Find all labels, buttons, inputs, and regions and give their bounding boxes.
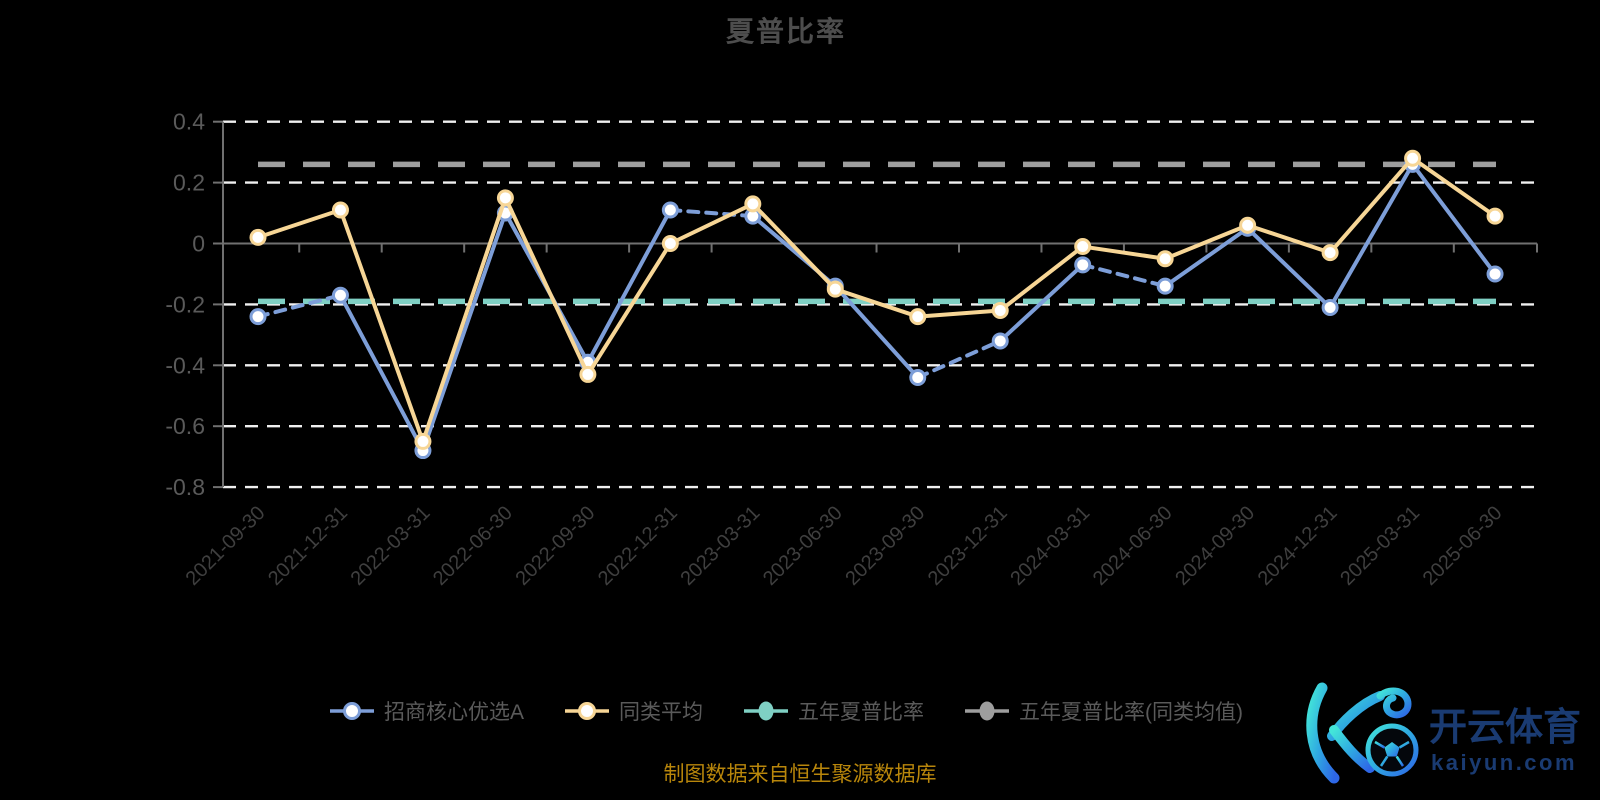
legend-label: 五年夏普比率 xyxy=(798,701,924,724)
legend-item-2[interactable]: 五年夏普比率 xyxy=(743,696,924,726)
x-axis-label: 2022-12-31 xyxy=(594,502,682,590)
data-point-marker xyxy=(1156,277,1174,295)
series-line-segment xyxy=(998,262,1085,343)
series-line-segment xyxy=(338,208,425,444)
data-point-marker xyxy=(1321,298,1339,316)
chart-title: 夏普比率 xyxy=(725,16,846,47)
data-point-marker xyxy=(991,301,1009,319)
legend-item-0[interactable]: 招商核心优选A xyxy=(329,696,524,726)
x-axis-label: 2024-12-31 xyxy=(1254,502,1342,590)
legend-label: 五年夏普比率(同类均值) xyxy=(1019,701,1243,724)
x-axis-label: 2024-06-30 xyxy=(1089,502,1177,590)
data-point-marker xyxy=(1074,238,1092,256)
series-line-segment xyxy=(256,208,343,240)
x-axis-label: 2022-06-30 xyxy=(429,502,517,590)
series-line-segment xyxy=(1328,162,1415,310)
series-line-segment xyxy=(668,201,755,246)
sharpe-ratio-line-chart: 0.4 0.2 0 -0.2 -0.4 -0.6 -0.82021-09-302021-12… xyxy=(165,109,1538,590)
data-point-marker xyxy=(249,228,267,246)
legend-marker-icon xyxy=(329,702,374,720)
series-line-segment xyxy=(256,293,343,319)
series-line-segment xyxy=(1410,162,1498,276)
x-axis-label: 2022-09-30 xyxy=(512,502,600,590)
legend-item-3[interactable]: 五年夏普比率(同类均值) xyxy=(964,696,1243,726)
y-axis-label: -0.2 xyxy=(165,291,205,317)
y-axis-label: -0.4 xyxy=(165,352,205,378)
data-point-marker xyxy=(496,189,514,207)
data-point-marker xyxy=(1486,207,1504,225)
data-point-marker xyxy=(1486,265,1504,283)
series-line-segment xyxy=(1245,226,1333,310)
series-line-segment xyxy=(503,195,590,377)
x-axis-label: 2025-06-30 xyxy=(1419,502,1507,590)
series-line-segment xyxy=(1080,244,1168,261)
data-point-marker xyxy=(1404,149,1422,167)
data-point-marker xyxy=(1321,244,1339,262)
series-line-segment xyxy=(585,208,673,365)
series-line-segment xyxy=(1410,156,1498,219)
x-axis-label: 2024-03-31 xyxy=(1006,502,1094,590)
data-point-marker xyxy=(579,365,597,383)
x-axis-label: 2021-09-30 xyxy=(182,502,270,590)
data-point-marker xyxy=(909,368,927,386)
data-point-marker xyxy=(331,201,349,219)
data-point-marker xyxy=(991,332,1009,350)
chart-legend: 招商核心优选A 同类平均 五年夏普比率 五年夏普比率(同类均值) xyxy=(0,696,1572,726)
y-axis-label: 0.4 xyxy=(173,109,205,135)
x-axis-label: 2023-06-30 xyxy=(759,502,847,590)
series-line-segment xyxy=(915,338,1003,380)
watermark-brand-url: kaiyun.com xyxy=(1431,750,1577,775)
series-line-segment xyxy=(1245,223,1333,255)
series-line-segment xyxy=(998,244,1085,313)
data-point-marker xyxy=(661,235,679,252)
series-line-segment xyxy=(915,308,1003,319)
legend-label: 同类平均 xyxy=(619,701,703,724)
watermark-brand-name: 开云体育 xyxy=(1429,707,1581,749)
series-line-segment xyxy=(420,211,508,453)
x-axis-label: 2022-03-31 xyxy=(347,502,435,590)
series-line-segment xyxy=(833,284,920,380)
y-axis-label: -0.8 xyxy=(165,474,205,500)
x-axis-label: 2021-12-31 xyxy=(264,502,352,590)
legend-marker-icon xyxy=(744,701,788,721)
series-line-segment xyxy=(750,201,838,292)
data-point-marker xyxy=(414,432,432,450)
series-line-segment xyxy=(1080,262,1168,289)
x-axis-label: 2023-09-30 xyxy=(841,502,929,590)
legend-marker-icon xyxy=(565,702,609,720)
series-line-segment xyxy=(585,241,673,377)
data-point-marker xyxy=(661,201,679,219)
legend-marker-icon xyxy=(965,701,1009,721)
x-axis-label: 2024-09-30 xyxy=(1171,502,1259,590)
data-point-marker xyxy=(909,308,927,326)
kaiyun-k-ball-logo xyxy=(1306,682,1419,784)
data-point-marker xyxy=(826,280,844,298)
x-axis-label: 2023-12-31 xyxy=(924,502,1012,590)
y-axis-label: 0 xyxy=(192,231,205,257)
data-point-marker xyxy=(249,308,267,326)
series-line-segment xyxy=(1163,223,1250,261)
series-line-segment xyxy=(1163,226,1250,289)
series-line-segment xyxy=(338,293,425,453)
data-source-note: 制图数据来自恒生聚源数据库 xyxy=(663,763,937,786)
legend-label: 招商核心优选A xyxy=(383,701,524,724)
series-line-segment xyxy=(833,287,920,319)
data-point-marker xyxy=(331,286,349,304)
y-axis-label: -0.6 xyxy=(165,413,205,439)
y-axis-label: 0.2 xyxy=(173,170,205,196)
series-line-segment xyxy=(1328,156,1415,255)
data-point-marker xyxy=(744,195,762,213)
legend-item-1[interactable]: 同类平均 xyxy=(564,696,703,726)
data-point-marker xyxy=(1074,256,1092,274)
series-line-segment xyxy=(668,208,755,219)
kaiyun-watermark: 开云体育 kaiyun.com xyxy=(1306,682,1581,784)
series-line-segment xyxy=(420,195,508,444)
data-point-marker xyxy=(1239,216,1257,234)
swirl-icon xyxy=(1376,687,1412,719)
data-point-marker xyxy=(1156,250,1174,268)
x-axis-label: 2025-03-31 xyxy=(1336,502,1424,590)
x-axis-label: 2023-03-31 xyxy=(676,502,764,590)
